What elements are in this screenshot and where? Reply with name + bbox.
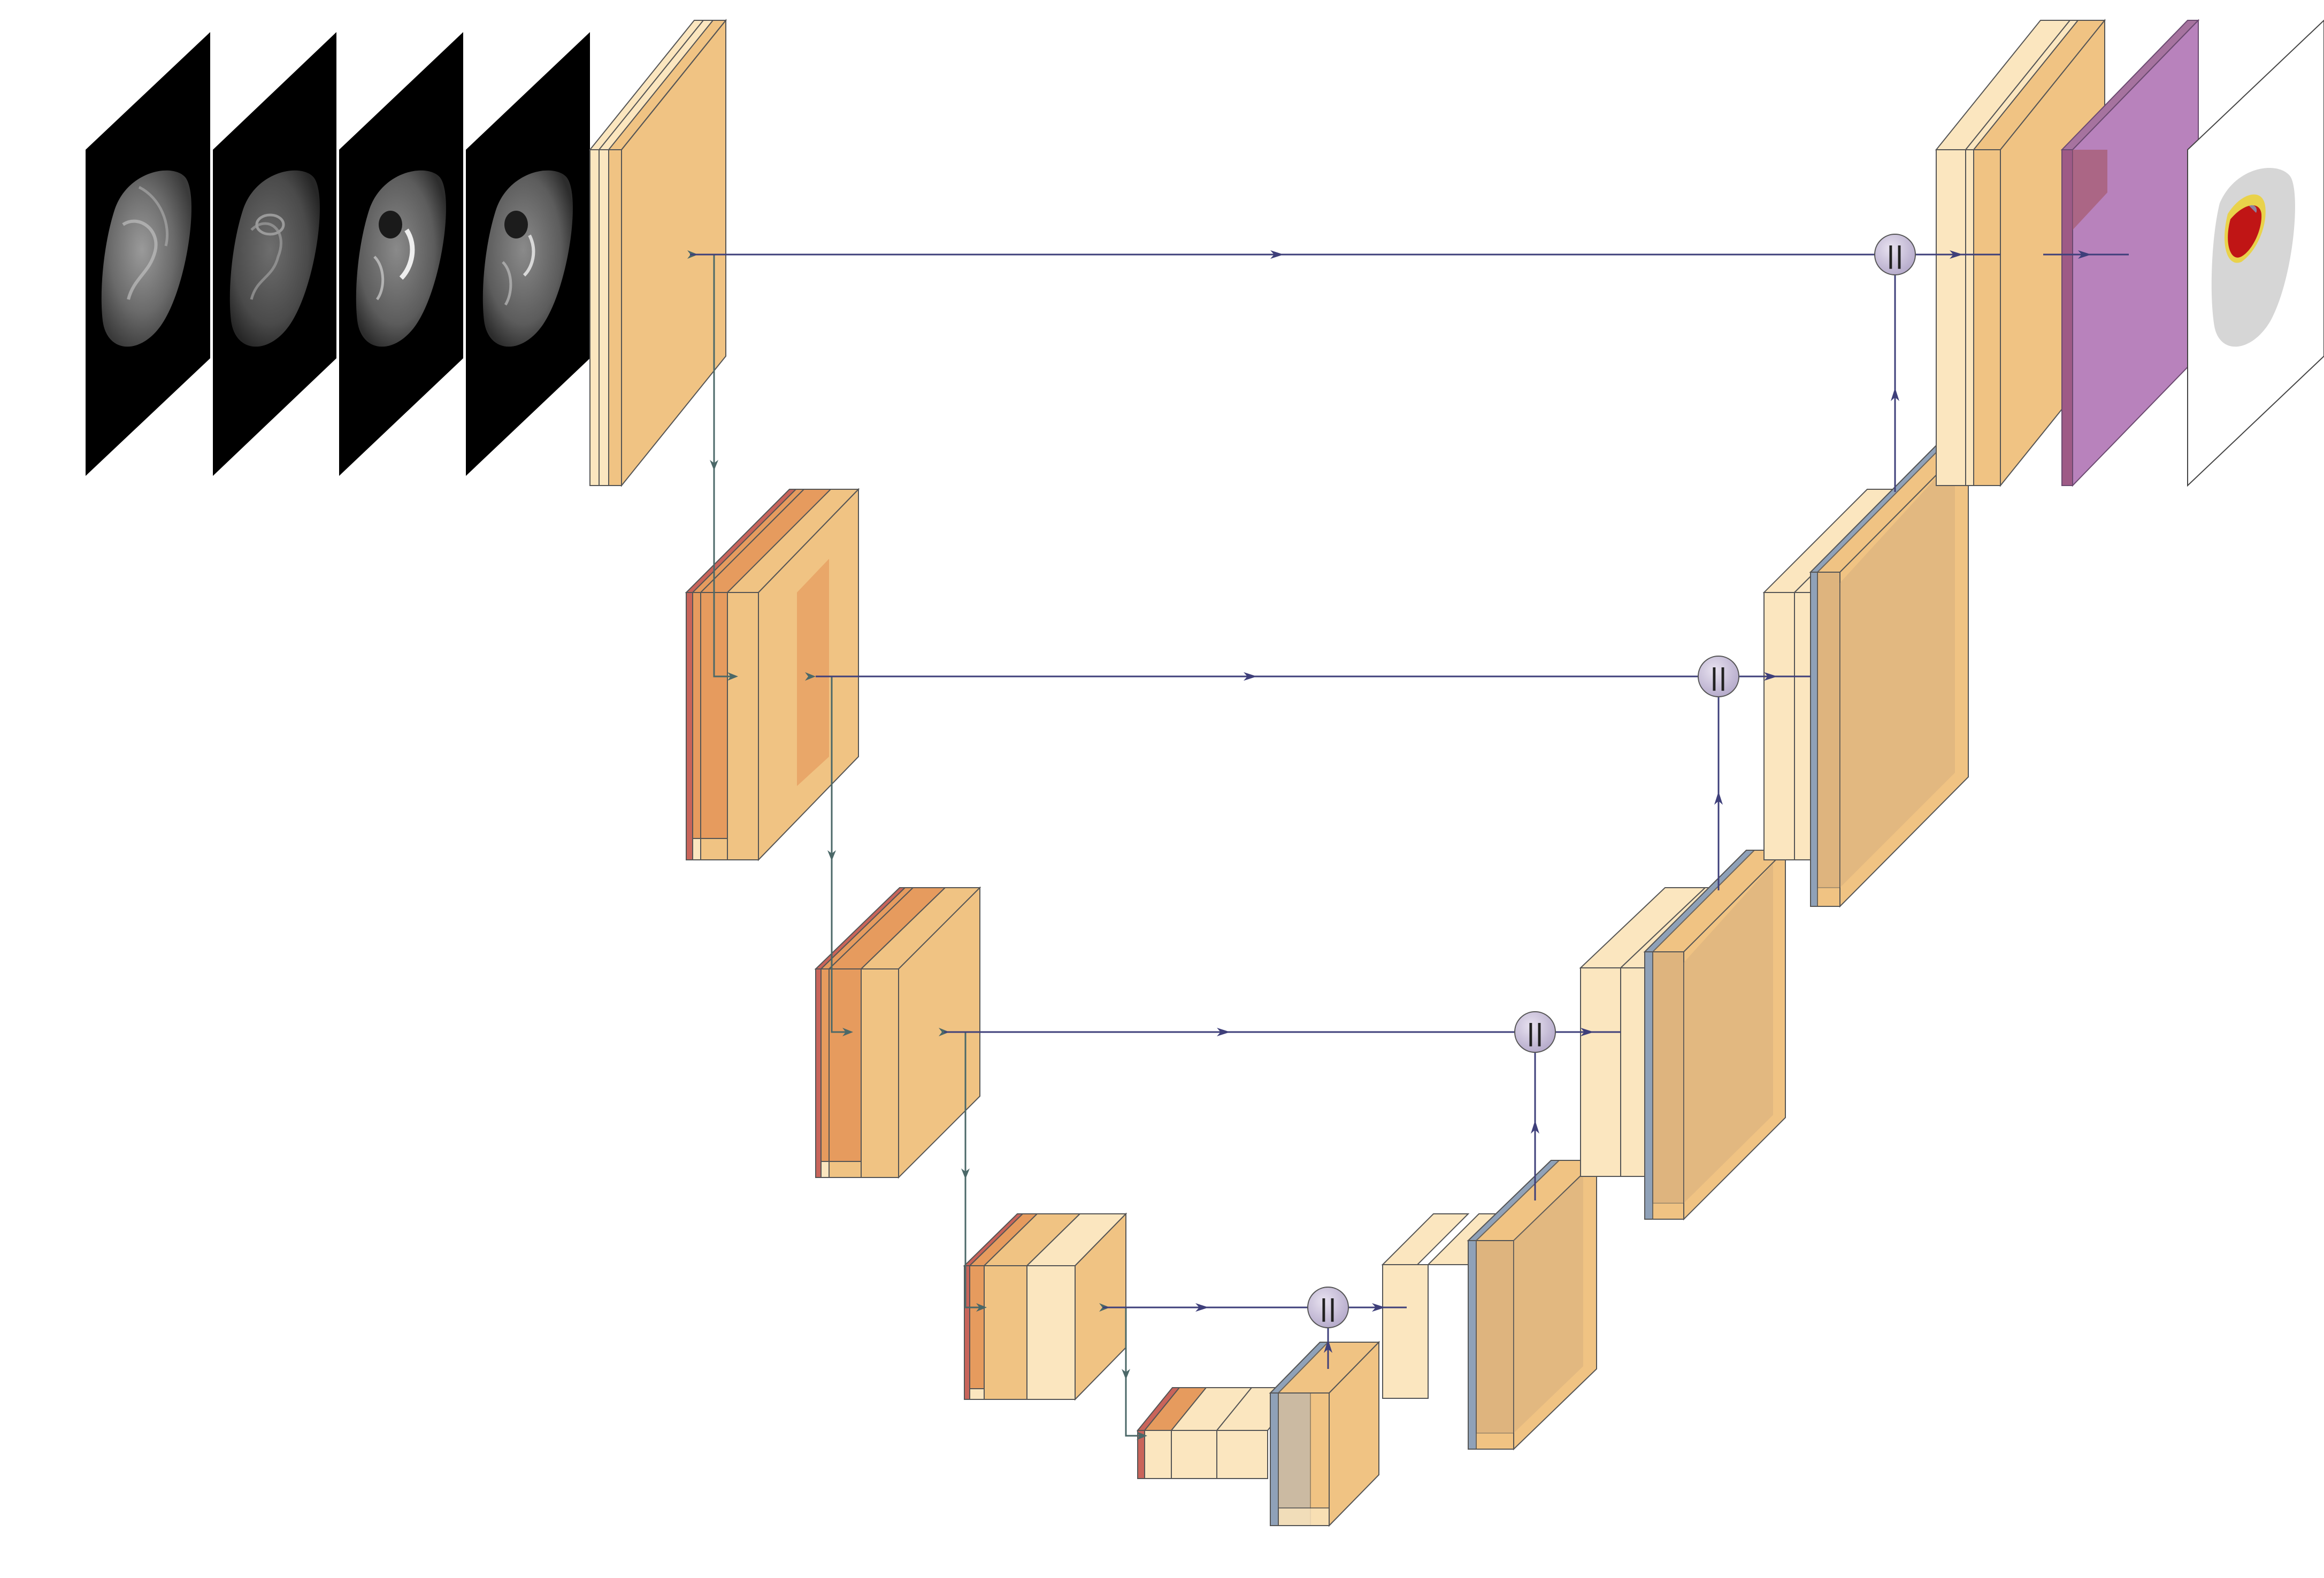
skip-arrow-heads [1195,250,2091,1312]
mri-slice-2 [213,32,336,476]
mri-slice-1 [86,32,210,476]
mri-slice-4 [466,32,590,476]
input-slices [86,32,590,476]
output-segmentation [2187,19,2324,487]
upsample-arrow-heads [1324,388,1899,1353]
downsample-arrow-heads [687,250,1147,1440]
svg-text:||: || [1710,664,1727,691]
decoder-block-3 [1381,1159,1598,1451]
concat-node-2: || [1698,656,1739,697]
decoder-block-2 [1579,849,1787,1221]
decoder-block-4 [1269,1341,1380,1527]
downsample-paths [713,254,1145,1437]
svg-text:||: || [1886,242,1904,269]
concat-nodes: || || || || [1307,234,1916,1328]
svg-text:||: || [1320,1295,1337,1322]
svg-text:||: || [1527,1019,1544,1046]
softmax-block [2060,19,2200,487]
encoder-block-1 [588,19,727,487]
mri-slice-3 [339,32,463,476]
encoder-block-3 [814,886,981,1179]
decoder-block-1 [1762,441,1970,908]
concat-node-1: || [1874,234,1916,275]
encoder-block-4 [963,1212,1128,1401]
tumor-core-region [2228,205,2262,258]
concat-node-4: || [1307,1287,1349,1328]
concat-node-3: || [1514,1011,1556,1053]
encoder-block-2 [685,488,860,861]
